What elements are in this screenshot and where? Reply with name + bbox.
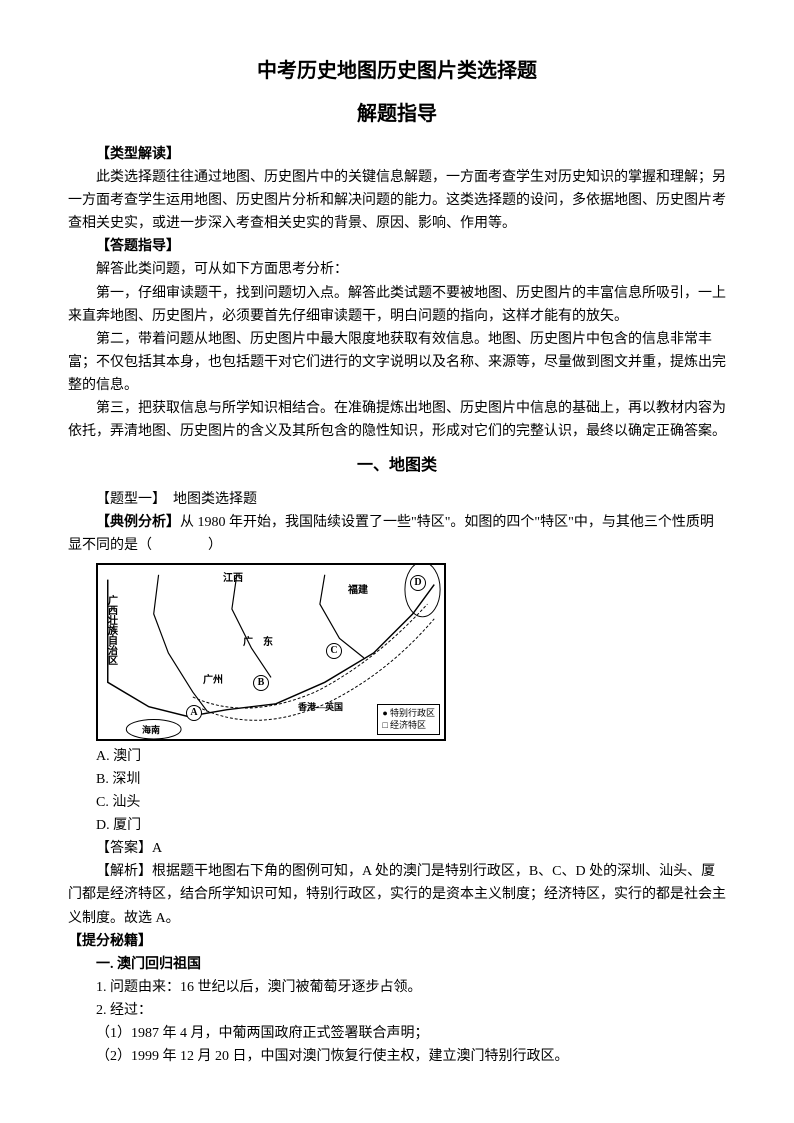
choice-c: C. 汕头 xyxy=(68,791,726,814)
main-title: 中考历史地图历史图片类选择题 xyxy=(68,55,726,88)
answer-guide-heading: 【答题指导】 xyxy=(68,235,726,258)
choice-b: B. 深圳 xyxy=(68,768,726,791)
answer-guide-p1: 第一，仔细审读题干，找到问题切入点。解答此类试题不要被地图、历史图片的丰富信息所… xyxy=(68,282,726,328)
legend-line-1: ● 特别行政区 xyxy=(382,707,435,720)
choice-a: A. 澳门 xyxy=(68,745,726,768)
map-label-gz: 广州 xyxy=(203,673,223,690)
answer-guide-intro: 解答此类问题，可从如下方面思考分析： xyxy=(68,258,726,281)
map-marker-b: B xyxy=(253,675,269,691)
tip-1: 1. 问题由来：16 世纪以后，澳门被葡萄牙逐步占领。 xyxy=(68,976,726,999)
tip-2a: （1）1987 年 4 月，中葡两国政府正式签署联合声明； xyxy=(68,1022,726,1045)
map-label-hn: 海南 xyxy=(142,723,160,738)
map-marker-a: A xyxy=(186,705,202,721)
answer-guide-p3: 第三，把获取信息与所学知识相结合。在准确提炼出地图、历史图片中信息的基础上，再以… xyxy=(68,397,726,443)
sub-title: 解题指导 xyxy=(68,98,726,131)
analysis-label: 【解析】 xyxy=(96,864,152,879)
map-label-xg: 香港—英国 xyxy=(298,700,343,715)
example-label: 【典例分析】 xyxy=(96,515,180,530)
example-line: 【典例分析】从 1980 年开始，我国陆续设置了一些"特区"。如图的四个"特区"… xyxy=(68,511,726,557)
map-legend: ● 特别行政区 □ 经济特区 xyxy=(377,704,440,735)
answer-value: A xyxy=(152,841,162,856)
tip-2: 2. 经过： xyxy=(68,999,726,1022)
map-label-fj: 福建 xyxy=(348,583,368,600)
map-label-jx: 江西 xyxy=(223,571,243,588)
answer-guide-p2: 第二，带着问题从地图、历史图片中最大限度地获取有效信息。地图、历史图片中包含的信… xyxy=(68,328,726,397)
map-figure: 广西壮族自治区 江西 福建 广 东 广州 海南 香港—英国 A B C D ● … xyxy=(96,563,446,741)
type-interpretation-p1: 此类选择题往往通过地图、历史图片中的关键信息解题，一方面考查学生对历史知识的掌握… xyxy=(68,166,726,235)
tips-title: 一. 澳门回归祖国 xyxy=(68,953,726,976)
answer-line: 【答案】A xyxy=(68,837,726,860)
tip-2b: （2）1999 年 12 月 20 日，中国对澳门恢复行使主权，建立澳门特别行政… xyxy=(68,1045,726,1068)
tips-label: 【提分秘籍】 xyxy=(68,930,726,953)
map-label-gd: 广 东 xyxy=(243,635,273,652)
analysis-line: 【解析】根据题干地图右下角的图例可知，A 处的澳门是特别行政区，B、C、D 处的… xyxy=(68,860,726,929)
map-marker-c: C xyxy=(326,643,342,659)
type-interpretation-heading: 【类型解读】 xyxy=(68,143,726,166)
map-label-gx: 广西壮族自治区 xyxy=(102,595,119,665)
map-marker-d: D xyxy=(410,575,426,591)
analysis-text: 根据题干地图右下角的图例可知，A 处的澳门是特别行政区，B、C、D 处的深圳、汕… xyxy=(68,864,726,925)
choice-d: D. 厦门 xyxy=(68,814,726,837)
answer-label: 【答案】 xyxy=(96,841,152,856)
category-title: 一、地图类 xyxy=(68,453,726,479)
legend-line-2: □ 经济特区 xyxy=(382,719,435,732)
question-type-label: 【题型一】 地图类选择题 xyxy=(68,488,726,511)
